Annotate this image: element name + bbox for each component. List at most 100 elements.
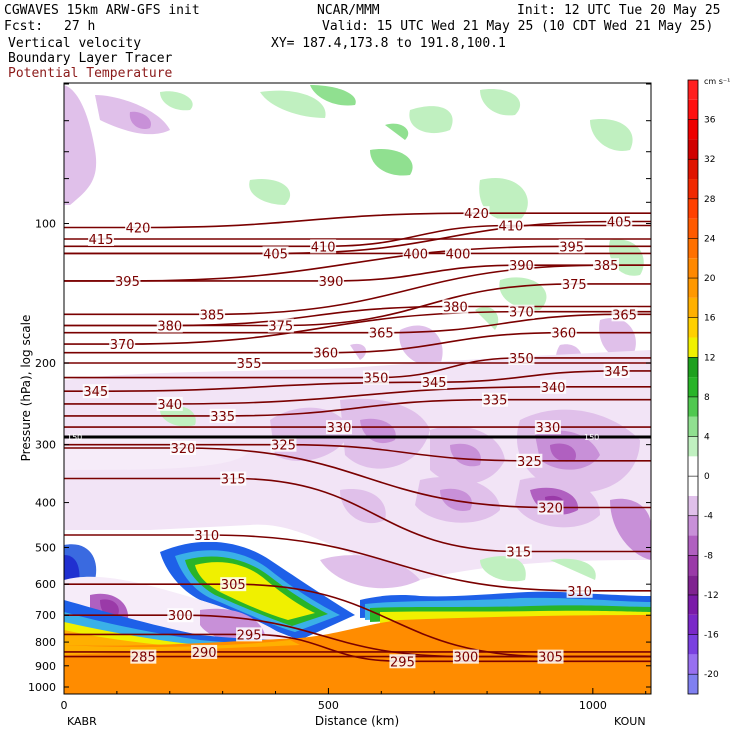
colorbar: -20 -16 -12 -8 -4 0 4 8 12 16 20 24 28 32 36: [687, 79, 719, 695]
colorbar-tick-label: 16: [704, 314, 716, 324]
org-label: NCAR/MMM: [317, 3, 380, 18]
theta-label-bg: [421, 375, 448, 390]
axes: 100 200 300 400 500 600 700 800 900 1000 0 500 1000: [28, 83, 651, 712]
theta-label: 300: [168, 609, 193, 624]
theta-label: 385: [200, 308, 225, 323]
theta-label-bg: [236, 356, 263, 371]
theta-label-bg: [368, 325, 395, 340]
theta-label-bg: [82, 384, 109, 399]
theta-label: 345: [604, 365, 629, 380]
theta-label: 375: [562, 278, 587, 293]
colorbar-tick-label: 4: [704, 433, 710, 443]
theta-contour-340: [64, 385, 651, 405]
theta-label: 310: [567, 585, 592, 600]
colorbar-swatch: [688, 416, 698, 437]
shaded-fields: [64, 85, 651, 694]
colorbar-swatch: [688, 159, 698, 180]
y-axis-label: Pressure (hPa), log scale: [19, 315, 33, 462]
theta-contour-420: [64, 212, 651, 229]
colorbar-tick-label: -16: [704, 631, 719, 641]
colorbar-tick-label: 28: [704, 195, 716, 205]
theta-label: 375: [268, 320, 293, 335]
colorbar-swatch: [688, 218, 698, 239]
theta-label: 360: [313, 347, 338, 362]
tropopause-label-right: 150: [584, 433, 599, 442]
colorbar-swatch: [688, 99, 698, 120]
theta-label-bg: [566, 583, 593, 598]
colorbar-frame: [687, 79, 699, 695]
theta-label-bg: [481, 392, 508, 407]
theta-label-bg: [463, 206, 490, 221]
colorbar-tick-label: 20: [704, 274, 716, 284]
theta-label: 325: [517, 455, 542, 470]
theta-label-bg: [603, 363, 630, 378]
theta-label: 330: [535, 421, 560, 436]
theta-label: 330: [327, 421, 352, 436]
theta-label-bg: [516, 453, 543, 468]
theta-label-bg: [497, 218, 524, 233]
colorbar-swatch: [688, 495, 698, 516]
theta-label: 390: [509, 259, 534, 274]
colorbar-tick-label: 24: [704, 234, 716, 244]
theta-label: 290: [192, 646, 217, 661]
colorbar-tick-label: 32: [704, 155, 715, 165]
colorbar-swatch: [688, 436, 698, 457]
colorbar-swatch: [688, 238, 698, 259]
theta-label: 405: [607, 215, 632, 230]
colorbar-swatch: [688, 456, 698, 477]
theta-label-bg: [262, 246, 289, 261]
theta-label-bg: [236, 627, 263, 642]
theta-label-bg: [452, 649, 479, 664]
theta-label-bg: [606, 214, 633, 229]
theta-label-bg: [550, 325, 577, 340]
theta-label-bg: [593, 258, 620, 273]
theta-label-bg: [114, 273, 141, 288]
theta-label: 325: [271, 439, 296, 454]
y-tick-label: 1000: [28, 681, 56, 694]
y-tick-label: 800: [35, 636, 56, 649]
colorbar-swatch: [688, 179, 698, 199]
colorbar-tick-label: 12: [704, 353, 715, 363]
left-endpoint-label: KABR: [67, 715, 97, 728]
theta-label-bg: [534, 420, 561, 435]
colorbar-swatch: [688, 317, 698, 338]
theta-label: 415: [89, 233, 114, 248]
colorbar-swatch: [688, 396, 698, 417]
theta-label: 420: [464, 207, 489, 222]
theta-label: 395: [559, 240, 584, 255]
theta-label-bg: [220, 471, 247, 486]
theta-label: 400: [403, 247, 428, 262]
theta-contour-295: [64, 633, 651, 663]
theta-label: 320: [171, 442, 196, 457]
theta-label: 380: [157, 320, 182, 335]
theta-label-bg: [130, 649, 157, 664]
theta-label: 410: [311, 240, 336, 255]
theta-label: 380: [443, 300, 468, 315]
theta-contour-395: [64, 245, 651, 282]
colorbar-tick-label: -12: [704, 591, 719, 601]
theta-label: 410: [498, 220, 523, 235]
colorbar-tick-label: -4: [704, 512, 713, 522]
colorbar-swatch: [688, 594, 698, 615]
theta-label-bg: [169, 440, 196, 455]
theta-label-bg: [318, 273, 345, 288]
theta-label-bg: [389, 654, 416, 669]
theta-label-bg: [156, 396, 183, 411]
theta-label-bg: [402, 246, 429, 261]
theta-label: 295: [390, 655, 415, 670]
theta-label-bg: [444, 246, 471, 261]
colorbar-swatch: [688, 139, 698, 160]
colorbar-tick-label: 8: [704, 393, 710, 403]
theta-label-bg: [191, 644, 218, 659]
y-tick-label: 400: [35, 497, 56, 510]
colorbar-swatch: [688, 614, 698, 635]
theta-label-bg: [537, 500, 564, 515]
y-tick-label: 100: [35, 218, 56, 231]
theta-label: 355: [237, 357, 262, 372]
theta-contour-335: [64, 398, 651, 417]
theta-label-bg: [558, 239, 585, 254]
theta-label: 345: [422, 376, 447, 391]
colorbar-swatch: [688, 674, 698, 694]
theta-label: 350: [509, 352, 534, 367]
colorbar-swatch: [688, 198, 698, 219]
